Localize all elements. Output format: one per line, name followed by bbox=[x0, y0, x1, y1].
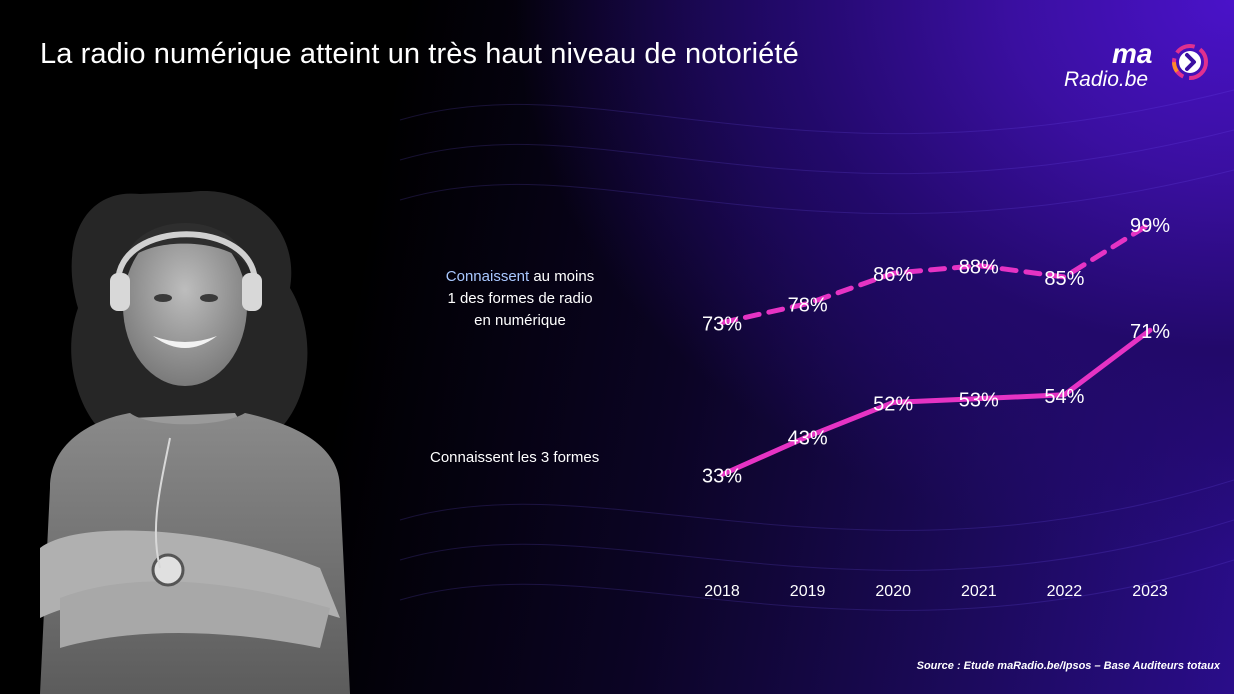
data-label: 78% bbox=[788, 295, 828, 317]
legend-label-all-three: Connaissent les 3 formes bbox=[430, 449, 600, 466]
play-chevron-icon bbox=[1172, 44, 1208, 80]
series-line-at-least-one bbox=[719, 221, 1153, 326]
data-label: 52% bbox=[873, 393, 913, 415]
x-tick-label: 2018 bbox=[704, 583, 740, 600]
legend-label-line2: 1 des formes de radio bbox=[447, 290, 593, 307]
data-label: 85% bbox=[1044, 268, 1084, 290]
data-label: 43% bbox=[788, 428, 828, 450]
data-label: 54% bbox=[1044, 386, 1084, 408]
logo-ma-text: ma bbox=[1112, 38, 1153, 69]
maradio-logo: ma Radio.be bbox=[1064, 38, 1214, 98]
data-label: 73% bbox=[702, 314, 742, 336]
legend-label-at-least-one: Connaissent au moins 1 des formes de rad… bbox=[420, 266, 620, 332]
legend-label-rest: au moins bbox=[529, 268, 595, 285]
logo-radio-text: Radio.be bbox=[1064, 68, 1149, 91]
x-tick-label: 2020 bbox=[875, 583, 911, 600]
data-label: 88% bbox=[959, 257, 999, 279]
data-label: 71% bbox=[1130, 321, 1170, 343]
x-tick-label: 2023 bbox=[1132, 583, 1168, 600]
data-label: 33% bbox=[702, 466, 742, 488]
legend-label-line3: en numérique bbox=[474, 312, 566, 329]
data-label: 99% bbox=[1130, 215, 1170, 237]
x-tick-label: 2019 bbox=[790, 583, 826, 600]
legend-label-highlight: Connaissent bbox=[445, 268, 530, 285]
x-tick-label: 2022 bbox=[1047, 583, 1083, 600]
page-title: La radio numérique atteint un très haut … bbox=[40, 38, 799, 70]
series-line-all-three bbox=[719, 327, 1153, 478]
data-label: 53% bbox=[959, 390, 999, 412]
woman-with-headphones-photo bbox=[40, 191, 350, 694]
data-label: 86% bbox=[873, 264, 913, 286]
x-tick-label: 2021 bbox=[961, 583, 997, 600]
source-note: Source : Etude maRadio.be/Ipsos – Base A… bbox=[916, 660, 1220, 672]
